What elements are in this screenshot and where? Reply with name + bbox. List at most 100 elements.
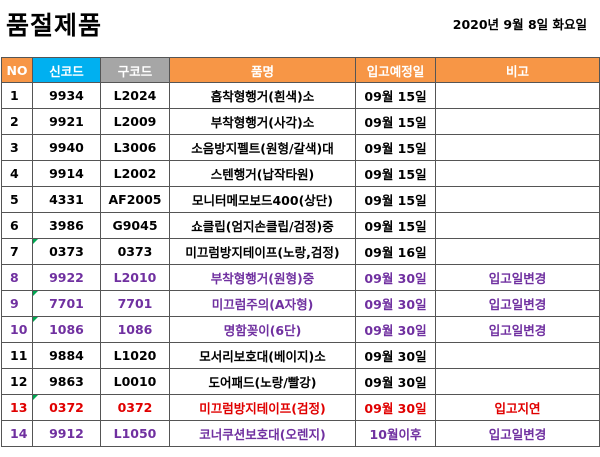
cell-no-text: 9 xyxy=(10,296,19,311)
cell-old-code: 0373 xyxy=(100,238,170,265)
cell-no: 9 xyxy=(1,290,33,317)
cell-product-name-text: 미끄럼방지테이프(노랑,검정) xyxy=(185,245,340,260)
cell-new-code-text: 9922 xyxy=(49,270,84,285)
cell-product-name-text: 모니터메모보드400(상단) xyxy=(191,193,334,208)
cell-new-code-text: 3986 xyxy=(49,218,84,233)
cell-note xyxy=(435,160,600,187)
cell-arrival-date-text: 09월 30일 xyxy=(364,297,427,312)
cell-old-code-text: G9045 xyxy=(112,218,158,233)
cell-new-code: 0373 xyxy=(32,238,101,265)
cell-product-name: 도어패드(노랑/빨강) xyxy=(169,368,356,395)
table-row: 12 9863 L0010 도어패드(노랑/빨강) 09월 30일 xyxy=(1,368,600,395)
cell-product-name: 미끄럼방지테이프(노랑,검정) xyxy=(169,238,356,265)
cell-old-code-text: L1020 xyxy=(113,348,157,363)
cell-old-code-text: 7701 xyxy=(117,296,153,311)
cell-old-code: 1086 xyxy=(100,316,170,343)
cell-no: 2 xyxy=(1,108,33,135)
cell-arrival-date: 09월 30일 xyxy=(355,394,436,421)
cell-old-code: L1050 xyxy=(100,420,170,447)
cell-old-code-text: L2010 xyxy=(113,270,157,285)
cell-no: 1 xyxy=(1,82,33,109)
cell-note xyxy=(435,134,600,161)
cell-old-code: 7701 xyxy=(100,290,170,317)
table-row: 10 1086 1086 명함꽂이(6단) 09월 30일 입고일변경 xyxy=(1,316,600,343)
cell-new-code: 3986 xyxy=(32,212,101,239)
cell-no-text: 6 xyxy=(10,218,19,233)
header-arrival-date: 입고예정일 xyxy=(355,57,436,83)
cell-arrival-date: 09월 30일 xyxy=(355,264,436,291)
cell-product-name: 스텐행거(납작타원) xyxy=(169,160,356,187)
cell-new-code: 9921 xyxy=(32,108,101,135)
cell-no-text: 7 xyxy=(10,244,19,259)
comment-marker-icon xyxy=(33,239,38,244)
cell-no: 14 xyxy=(1,420,33,447)
cell-no: 5 xyxy=(1,186,33,213)
table-row: 14 9912 L1050 코너쿠션보호대(오렌지) 10월이후 입고일변경 xyxy=(1,420,600,447)
cell-product-name: 흡착형행거(흰색)소 xyxy=(169,82,356,109)
cell-new-code: 7701 xyxy=(32,290,101,317)
table-row: 9 7701 7701 미끄럼주의(A자형) 09월 30일 입고일변경 xyxy=(1,290,600,317)
table-row: 6 3986 G9045 쇼클립(엄지손클립/검정)중 09월 15일 xyxy=(1,212,600,239)
header-product-name: 품명 xyxy=(169,57,356,83)
cell-product-name: 모서리보호대(베이지)소 xyxy=(169,342,356,369)
cell-product-name-text: 도어패드(노랑/빨강) xyxy=(208,375,317,390)
cell-note xyxy=(435,186,600,213)
header-note: 비고 xyxy=(435,57,600,83)
cell-arrival-date-text: 09월 15일 xyxy=(364,115,427,130)
cell-new-code: 9940 xyxy=(32,134,101,161)
cell-old-code-text: L2002 xyxy=(113,166,157,181)
cell-old-code: 0372 xyxy=(100,394,170,421)
cell-note xyxy=(435,82,600,109)
cell-product-name: 미끄럼주의(A자형) xyxy=(169,290,356,317)
cell-new-code-text: 9921 xyxy=(49,114,84,129)
cell-product-name: 미끄럼방지테이프(검정) xyxy=(169,394,356,421)
cell-no-text: 13 xyxy=(10,400,28,415)
cell-new-code: 9914 xyxy=(32,160,101,187)
cell-note xyxy=(435,342,600,369)
comment-marker-icon xyxy=(33,395,38,400)
cell-product-name-text: 부착형행거(원형)중 xyxy=(210,271,315,286)
cell-no: 11 xyxy=(1,342,33,369)
cell-arrival-date-text: 09월 30일 xyxy=(364,375,427,390)
cell-new-code-text: 9914 xyxy=(49,166,84,181)
cell-new-code-text: 9912 xyxy=(49,426,84,441)
header-new-code: 신코드 xyxy=(32,57,101,83)
cell-no-text: 4 xyxy=(10,166,19,181)
cell-note-text: 입고일변경 xyxy=(488,271,547,286)
cell-arrival-date: 09월 15일 xyxy=(355,108,436,135)
cell-no: 6 xyxy=(1,212,33,239)
cell-no-text: 11 xyxy=(10,348,28,363)
cell-no-text: 5 xyxy=(10,192,19,207)
cell-old-code: L2009 xyxy=(100,108,170,135)
cell-new-code-text: 7701 xyxy=(49,296,84,311)
cell-product-name-text: 쇼클립(엄지손클립/검정)중 xyxy=(191,219,334,234)
cell-arrival-date-text: 09월 15일 xyxy=(364,193,427,208)
cell-arrival-date: 09월 15일 xyxy=(355,186,436,213)
cell-new-code-text: 9863 xyxy=(49,374,84,389)
cell-old-code: AF2005 xyxy=(100,186,170,213)
cell-arrival-date-text: 09월 15일 xyxy=(364,89,427,104)
cell-no: 8 xyxy=(1,264,33,291)
cell-product-name-text: 미끄럼방지테이프(검정) xyxy=(199,401,326,416)
cell-product-name-text: 스텐행거(납작타원) xyxy=(210,167,315,182)
cell-product-name-text: 부착형행거(사각)소 xyxy=(210,115,315,130)
cell-product-name-text: 소음방지펠트(원형/갈색)대 xyxy=(191,141,334,156)
cell-product-name: 소음방지펠트(원형/갈색)대 xyxy=(169,134,356,161)
cell-no: 4 xyxy=(1,160,33,187)
cell-new-code: 9863 xyxy=(32,368,101,395)
table-row: 3 9940 L3006 소음방지펠트(원형/갈색)대 09월 15일 xyxy=(1,134,600,161)
cell-old-code-text: 0372 xyxy=(117,400,153,415)
cell-product-name: 쇼클립(엄지손클립/검정)중 xyxy=(169,212,356,239)
cell-note-text: 입고일변경 xyxy=(488,427,547,442)
out-of-stock-table: NO 신코드 구코드 품명 입고예정일 비고 1 9934 L2024 흡착형행거(흰… xyxy=(1,57,600,447)
cell-arrival-date: 09월 15일 xyxy=(355,134,436,161)
cell-no-text: 12 xyxy=(10,374,28,389)
cell-note-text: 입고일변경 xyxy=(488,323,547,338)
cell-new-code: 9912 xyxy=(32,420,101,447)
cell-product-name-text: 흡착형행거(흰색)소 xyxy=(210,89,315,104)
cell-no-text: 2 xyxy=(10,114,19,129)
cell-arrival-date-text: 09월 15일 xyxy=(364,167,427,182)
page-title: 품절제품 xyxy=(6,11,103,40)
cell-arrival-date-text: 09월 15일 xyxy=(364,219,427,234)
cell-old-code-text: L0010 xyxy=(113,374,157,389)
